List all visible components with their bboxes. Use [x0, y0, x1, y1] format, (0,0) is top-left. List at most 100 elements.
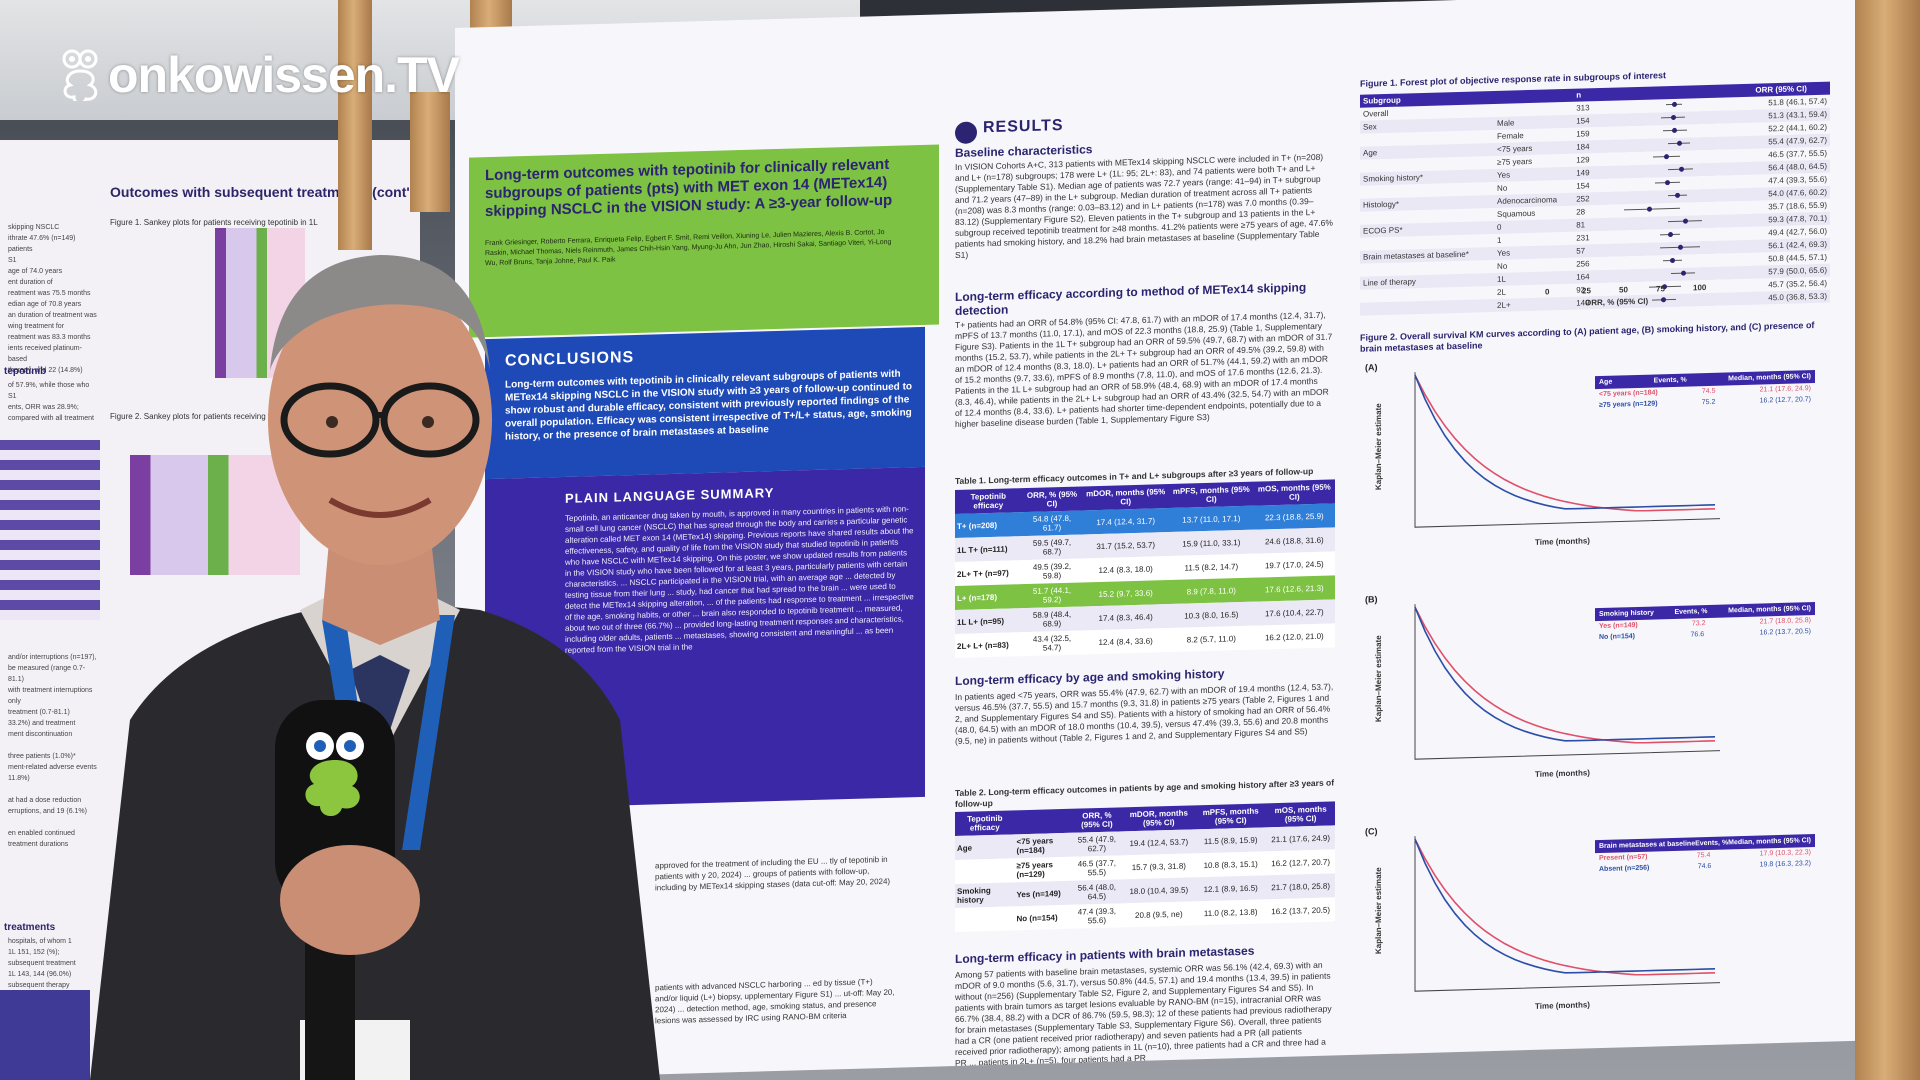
table2-group: Age — [955, 834, 1015, 861]
table2-cell: 10.8 (8.3, 15.1) — [1195, 851, 1267, 878]
table1-cell: 19.7 (17.0, 24.5) — [1253, 551, 1335, 578]
table2-row-label: ≥75 years (n=129) — [1014, 856, 1072, 883]
table1-row-label: 1L L+ (n=95) — [955, 608, 1022, 635]
left-poster-corner — [0, 990, 90, 1080]
forest-point — [1678, 166, 1684, 172]
table1-cell: 17.4 (8.3, 46.4) — [1082, 604, 1169, 631]
table1-cell: 17.6 (10.4, 22.7) — [1253, 599, 1335, 626]
table2-cell: 20.8 (9.5, ne) — [1122, 901, 1196, 928]
presenter — [90, 255, 660, 1080]
km-legend-median: 17.9 (10.3, 22.3) — [1759, 849, 1811, 858]
km-legend-median-head: Median, months (95% CI) — [1728, 373, 1811, 383]
channel-logo: onkowissen.TV — [56, 46, 460, 104]
km-curve — [1414, 838, 1715, 976]
forest-xlabel: ORR, % (95% CI) — [1585, 296, 1649, 308]
table2-cell: 18.0 (10.4, 39.5) — [1122, 877, 1196, 904]
table1-cell: 15.9 (11.0, 33.1) — [1168, 529, 1254, 557]
table2-header: mPFS, months (95% CI) — [1195, 803, 1267, 830]
km-legend-title: Brain metastases at baseline — [1599, 840, 1696, 851]
table2-cell: 12.1 (8.9, 16.5) — [1195, 875, 1267, 902]
forest-n: 313 — [1576, 103, 1590, 113]
km-curve — [1414, 838, 1715, 974]
table2-cell: 15.7 (9.3, 31.8) — [1122, 853, 1196, 880]
table2-group — [955, 858, 1015, 885]
table1-cell: 17.6 (12.6, 21.3) — [1253, 575, 1335, 602]
km-ylabel: Kaplan–Meier estimate — [1373, 403, 1383, 491]
table2-header: ORR, % (95% CI) — [1071, 807, 1123, 833]
results-icon — [955, 121, 977, 145]
km-legend-median: 21.1 (17.6, 24.9) — [1759, 385, 1811, 394]
forest-point — [1671, 101, 1677, 108]
table1-cell: 31.7 (15.2, 53.7) — [1082, 532, 1169, 559]
km-legend-title: Age — [1599, 378, 1613, 387]
owl-logo-icon — [62, 49, 98, 101]
km-axis-line — [1414, 836, 1720, 992]
table1-header: Tepotinib efficacy — [955, 488, 1022, 515]
km-plot — [1414, 836, 1720, 992]
km-legend-events: 73.2 — [1691, 620, 1706, 628]
table2-header — [1014, 808, 1072, 835]
km-legend-label: Absent (n=256) — [1599, 864, 1650, 874]
table2-cell: 11.0 (8.2, 13.8) — [1195, 899, 1267, 926]
table1: Tepotinib efficacy ORR, % (95% CI) mDOR, m… — [955, 479, 1335, 659]
table1-cell: 13.7 (11.0, 17.1) — [1168, 505, 1254, 533]
forest-n: 252 — [1573, 192, 1597, 206]
table1-row-label: 2L+ L+ (n=83) — [955, 632, 1022, 659]
table2-cell: 56.4 (48.0, 64.5) — [1071, 879, 1123, 905]
table2-cell: 16.2 (13.7, 20.5) — [1266, 897, 1335, 924]
km-axis-line — [1414, 372, 1720, 528]
km-legend: Smoking history Events, % Median, months (… — [1595, 602, 1815, 643]
left-poster-text-4: hospitals, of whom 1 1L 151, 152 (%); su… — [8, 938, 76, 989]
km-curve — [1414, 606, 1715, 744]
forest-point — [1682, 218, 1688, 224]
main-poster: Long-term outcomes with tepotinib for cl… — [455, 0, 1855, 1080]
table1-header: mPFS, months (95% CI) — [1168, 481, 1254, 509]
figure1-title: Figure 1. Forest plot of objective respo… — [1360, 70, 1667, 89]
figure2-title: Figure 2. Overall survival KM curves acc… — [1360, 320, 1815, 354]
table1-row-label: 2L+ T+ (n=97) — [955, 560, 1022, 587]
table1-cell: 51.7 (44.1, 59.2) — [1021, 582, 1083, 609]
table1-cell: 59.5 (49.7, 68.7) — [1021, 534, 1083, 561]
km-plot — [1414, 604, 1720, 760]
table2: Tepotinib efficacy ORR, % (95% CI) mDOR, m… — [955, 801, 1335, 933]
km-plot — [1414, 372, 1720, 528]
table2-header: mDOR, months (95% CI) — [1122, 805, 1196, 832]
table2-header: mOS, months (95% CI) — [1266, 801, 1335, 828]
table1-cell: 24.6 (18.8, 31.6) — [1253, 527, 1335, 554]
left-poster-table — [0, 440, 100, 620]
table1-header: mDOR, months (95% CI) — [1082, 484, 1169, 511]
forest-point — [1670, 114, 1676, 121]
left-poster-figure2: Figure 2. Sankey plots for patients rece… — [110, 412, 299, 421]
forest-point — [1678, 244, 1684, 250]
table1-cell: 11.5 (8.2, 14.7) — [1168, 553, 1254, 581]
table2-row-label: Yes (n=149) — [1014, 880, 1072, 907]
table1-header: mOS, months (95% CI) — [1253, 479, 1335, 506]
forest-n: 129 — [1576, 155, 1590, 165]
table1-cell: 8.2 (5.7, 11.0) — [1168, 625, 1254, 653]
km-legend-events: 76.6 — [1690, 631, 1705, 639]
table2-cell: 16.2 (12.7, 20.7) — [1266, 849, 1335, 876]
left-poster-text-2: of 57.9%, while those who S1 ents, ORR w… — [8, 382, 94, 422]
forest-group — [1360, 298, 1495, 316]
forest-point — [1661, 297, 1667, 303]
table1-cell: 12.4 (8.3, 18.0) — [1082, 556, 1169, 583]
easel-brace — [410, 92, 450, 212]
table2-cell: 19.4 (12.4, 53.7) — [1122, 829, 1196, 856]
forest-n: 57 — [1573, 244, 1597, 258]
forest-point — [1668, 231, 1673, 238]
forest-tick-label: 25 — [1582, 286, 1591, 296]
forest-n: 159 — [1576, 129, 1590, 139]
km-legend-label: Present (n=57) — [1599, 853, 1648, 863]
km-legend-median: 19.8 (16.3, 23.2) — [1759, 860, 1811, 869]
km-legend-label: ≥75 years (n=129) — [1599, 400, 1658, 410]
km-legend-label: No (n=154) — [1599, 633, 1635, 642]
forest-n: 81 — [1573, 218, 1597, 232]
table2-cell: 46.5 (37.7, 55.5) — [1071, 855, 1123, 881]
easel-leg-left — [338, 0, 372, 250]
km-legend-events-head: Events, % — [1674, 608, 1708, 616]
forest-n: 256 — [1576, 259, 1590, 269]
km-xlabel: Time (months) — [1535, 536, 1590, 547]
table1-cell: 15.2 (9.7, 33.6) — [1082, 580, 1169, 607]
km-legend-events: 75.2 — [1701, 398, 1716, 407]
